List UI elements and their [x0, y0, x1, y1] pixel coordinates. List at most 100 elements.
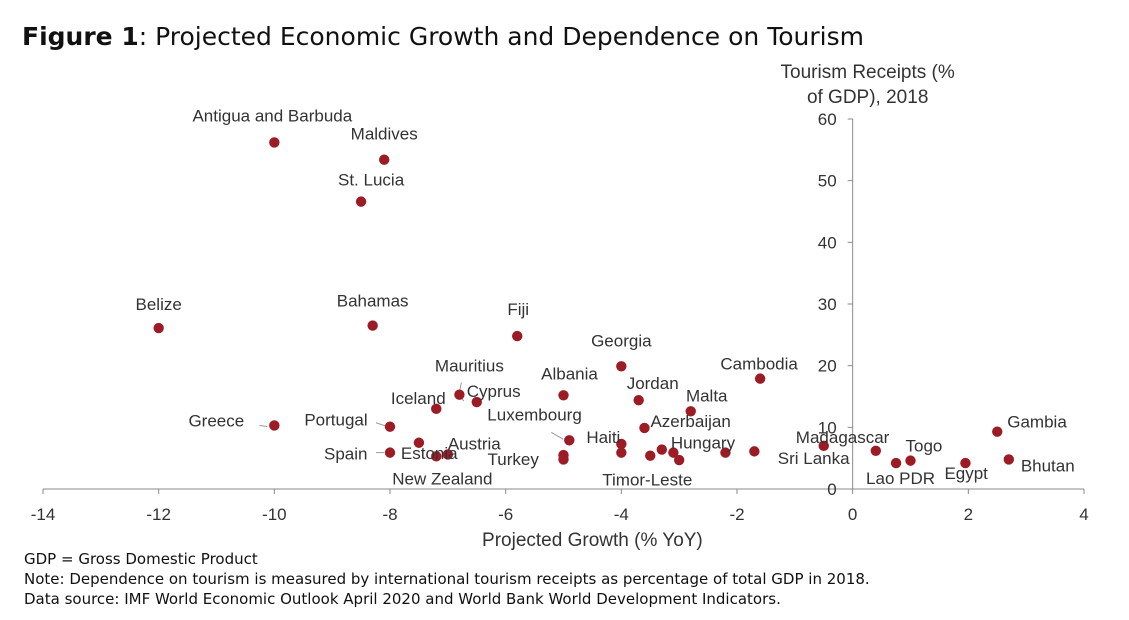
data-point [269, 137, 280, 148]
data-label: Luxembourg [487, 405, 582, 424]
data-point [1003, 454, 1015, 465]
data-label: Cambodia [720, 355, 798, 374]
y-tick-label: 40 [818, 233, 837, 252]
y-tick-label: 0 [827, 480, 836, 499]
data-point [668, 447, 679, 458]
data-label: Greece [188, 411, 244, 430]
data-label: Bahamas [337, 292, 409, 311]
data-point [564, 435, 575, 446]
y-tick-label: 20 [818, 357, 837, 376]
data-point [616, 438, 627, 450]
data-label: Portugal [304, 411, 367, 430]
x-tick-label: -2 [729, 505, 744, 524]
data-point [413, 437, 425, 448]
data-point [645, 450, 656, 461]
data-label: Azerbaijan [650, 412, 730, 431]
data-label: St. Lucia [338, 171, 405, 190]
data-label: Timor-Leste [602, 471, 692, 490]
data-label: Georgia [591, 331, 652, 350]
note-methodology: Note: Dependence on tourism is measured … [24, 570, 870, 588]
data-point [367, 320, 378, 331]
data-point [673, 454, 685, 466]
data-label: Austria [448, 434, 501, 453]
data-point [749, 446, 760, 457]
data-label: Jordan [627, 374, 679, 393]
x-tick-label: 0 [848, 505, 857, 524]
leader-line [375, 422, 386, 427]
data-point [616, 447, 627, 458]
note-gdp-definition: GDP = Gross Domestic Product [24, 550, 258, 568]
y-axis-title: Tourism Receipts (% [781, 62, 955, 83]
data-point [153, 322, 164, 334]
data-label: Maldives [351, 125, 418, 144]
data-points [153, 137, 1015, 469]
data-point [905, 455, 916, 466]
x-tick-label: -14 [31, 505, 56, 524]
data-point [384, 447, 396, 458]
data-label: Albania [541, 364, 598, 383]
data-label: Lao PDR [866, 469, 935, 488]
data-point [890, 457, 902, 469]
y-axis-title: of GDP), 2018 [807, 87, 928, 108]
data-label: Estonia [401, 444, 458, 463]
data-label: Haiti [586, 428, 620, 447]
x-tick-label: -6 [498, 505, 513, 524]
data-label: Madagascar [796, 428, 890, 447]
data-label: Iceland [391, 389, 446, 408]
note-data-source: Data source: IMF World Economic Outlook … [24, 590, 781, 608]
data-point [685, 406, 696, 417]
x-axis-title: Projected Growth (% YoY) [482, 530, 703, 551]
data-point [355, 196, 367, 207]
y-tick-label: 30 [818, 295, 837, 314]
data-point [870, 445, 881, 456]
x-tick-label: 4 [1079, 505, 1088, 524]
data-label: Bhutan [1021, 456, 1075, 475]
data-point [454, 389, 465, 400]
data-point [431, 403, 442, 415]
data-label: Cyprus [467, 382, 521, 401]
data-point [720, 447, 731, 458]
data-label: New Zealand [392, 469, 492, 488]
data-point [616, 361, 627, 372]
data-label: Hungary [671, 434, 736, 453]
data-label: Spain [324, 445, 367, 464]
axes: -14 -12 -10 -8 -6 -4 -2 0 2 40102030405060Project… [31, 62, 1089, 551]
data-point [269, 420, 280, 431]
data-label: Mauritius [435, 357, 504, 376]
leader-line [259, 424, 268, 427]
x-tick-label: -12 [146, 505, 171, 524]
data-point [512, 330, 523, 342]
data-point [633, 395, 644, 406]
y-tick-label: 50 [818, 172, 837, 191]
x-tick-label: -10 [262, 505, 287, 524]
x-tick-label: 2 [964, 505, 973, 524]
data-label: Malta [686, 386, 728, 405]
chart-notes: GDP = Gross Domestic Product Note: Depen… [24, 549, 870, 609]
data-point [471, 396, 482, 408]
x-tick-label: -4 [614, 505, 629, 524]
y-tick-label: 10 [818, 418, 837, 437]
data-point [656, 444, 668, 455]
data-point [431, 451, 442, 462]
data-point [558, 454, 569, 465]
figure-label: Figure 1 [22, 22, 139, 51]
data-point [558, 390, 569, 401]
data-label: Egypt [944, 464, 988, 483]
figure-title: Figure 1: Projected Economic Growth and … [22, 22, 864, 51]
data-point [442, 449, 454, 460]
data-label: Gambia [1007, 413, 1067, 432]
data-label: Togo [906, 437, 943, 456]
data-label: Turkey [488, 450, 540, 469]
data-point [960, 457, 971, 469]
y-tick-label: 60 [818, 110, 837, 129]
data-point [754, 373, 766, 384]
figure-title-separator: : [138, 22, 148, 51]
data-label: Sri Lanka [778, 449, 850, 468]
data-point [379, 154, 390, 165]
data-point [992, 426, 1003, 437]
data-label: Belize [136, 295, 182, 314]
leader-line [551, 431, 564, 440]
data-label: Antigua and Barbuda [192, 106, 352, 125]
